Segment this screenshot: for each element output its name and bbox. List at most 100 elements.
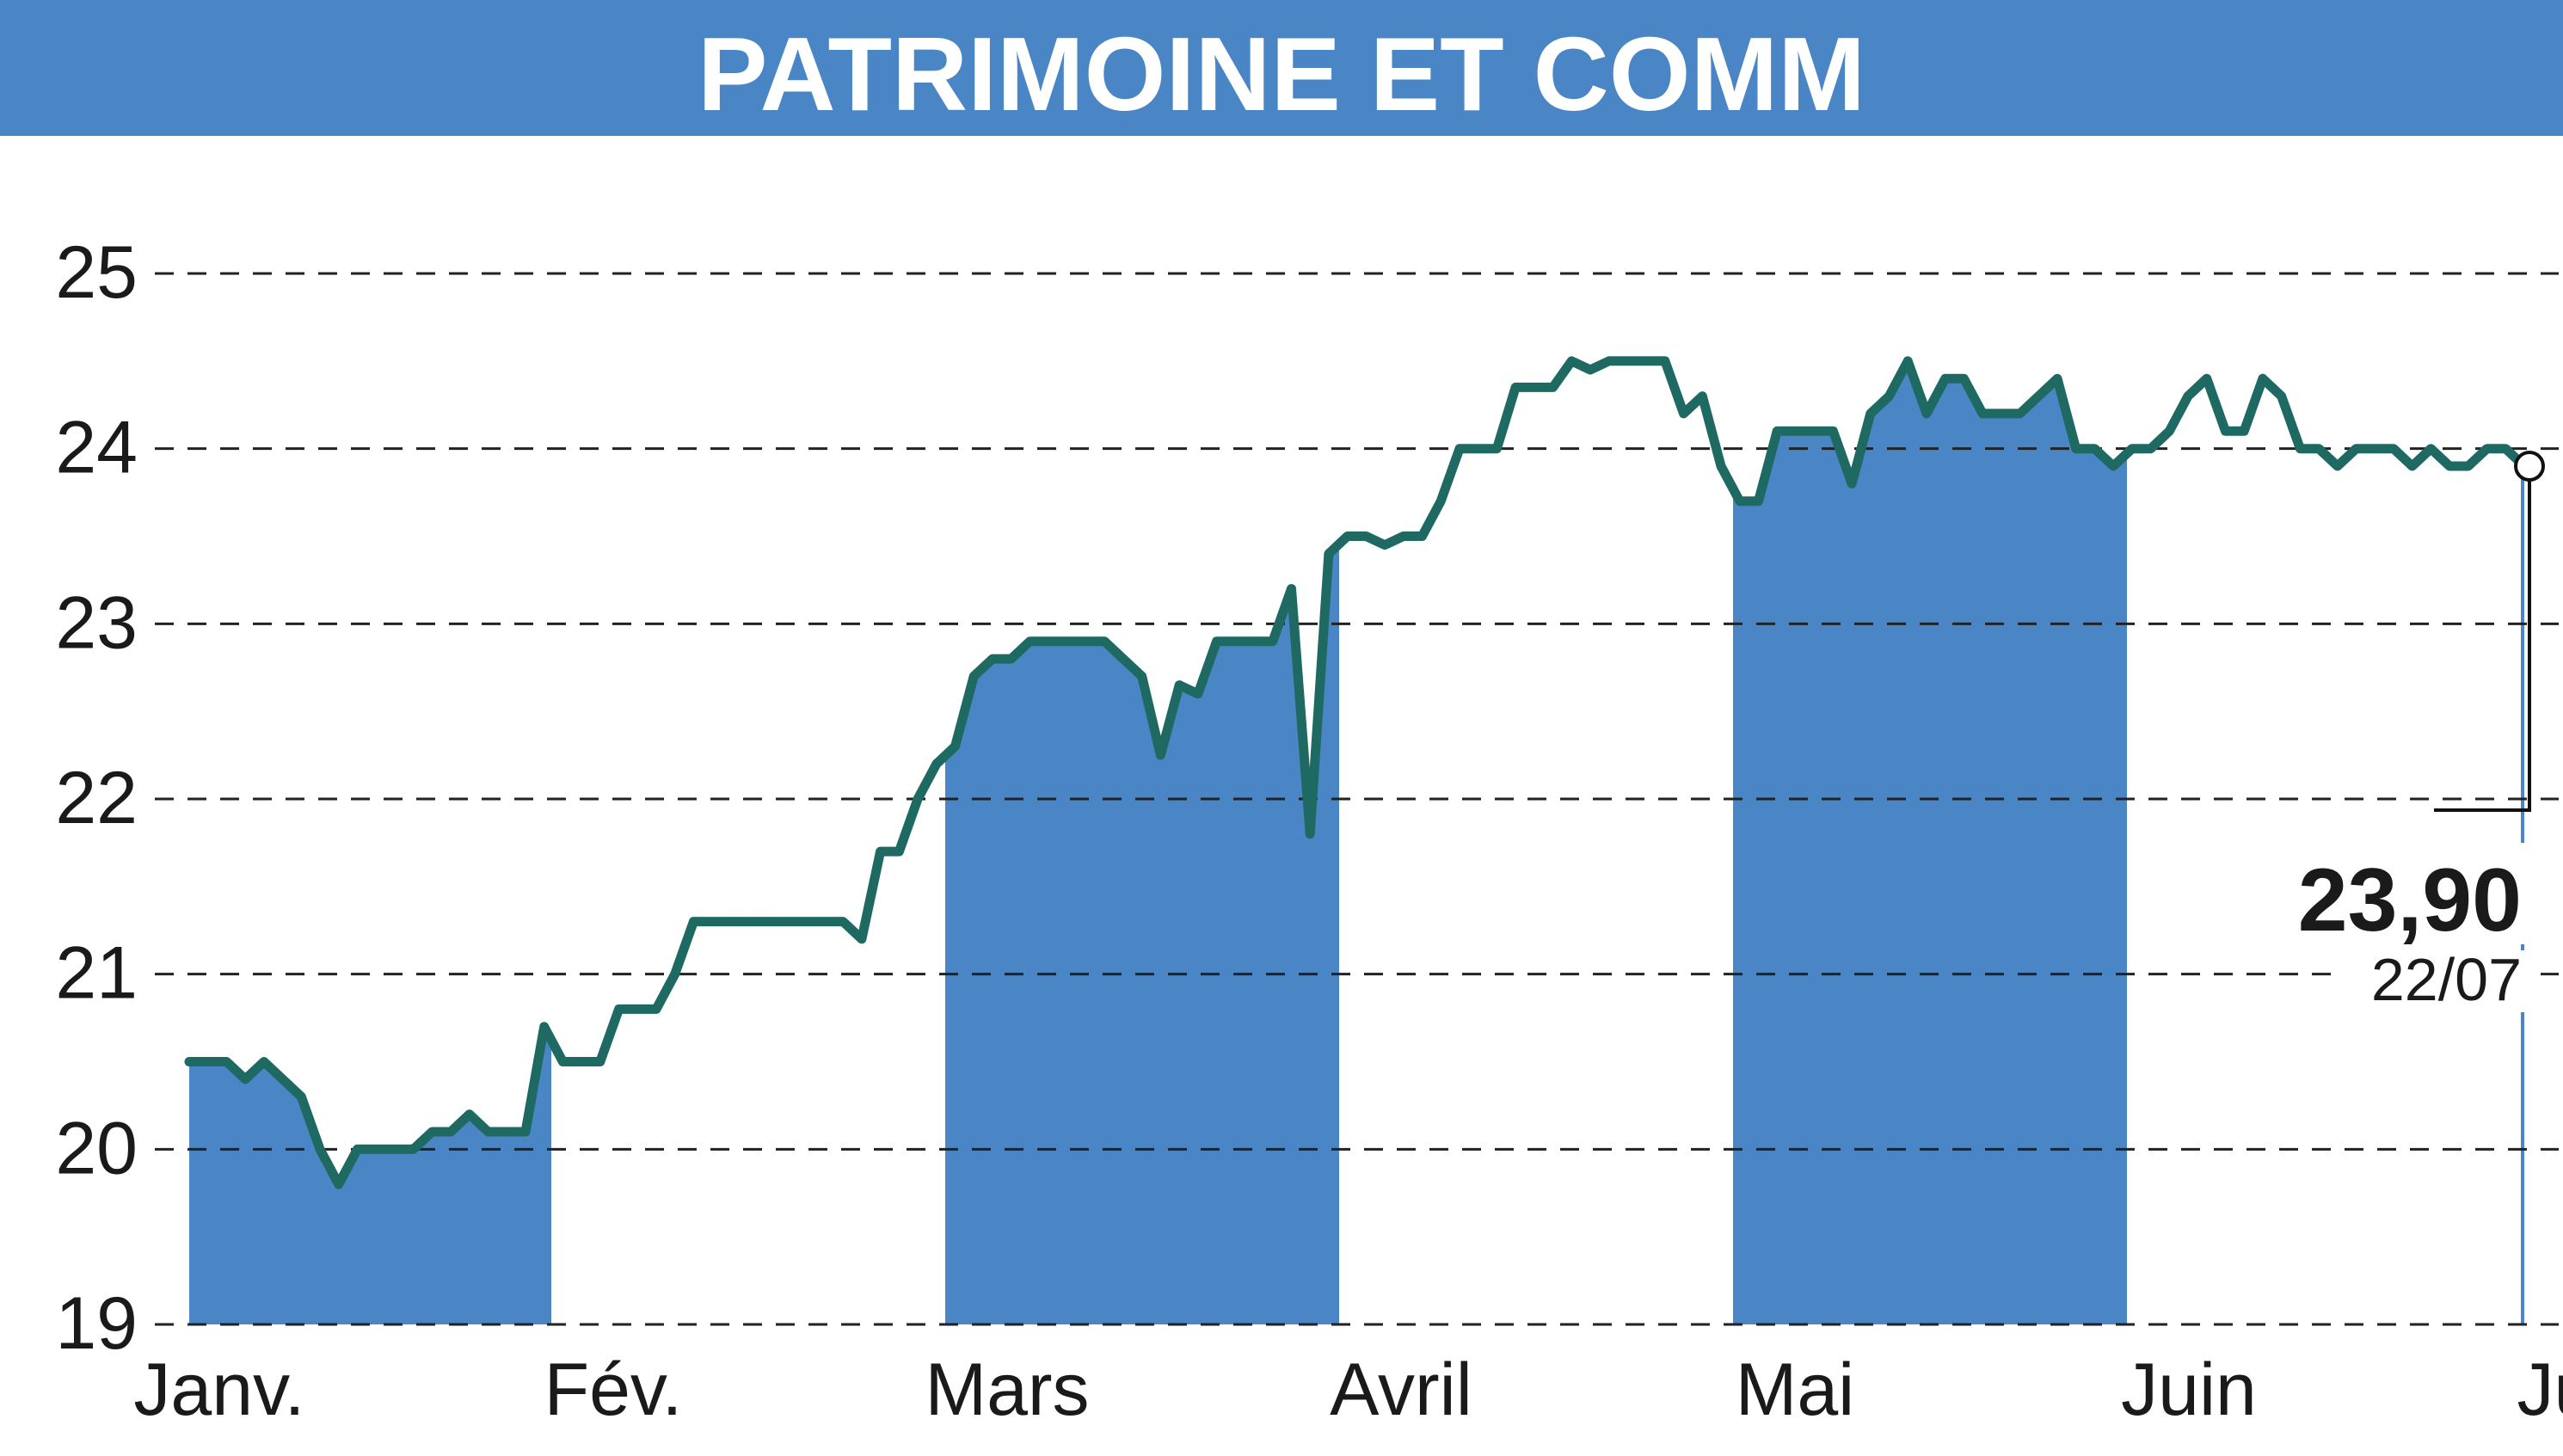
data-point-39 <box>915 796 921 802</box>
shaded-band-Mars <box>945 544 1339 1324</box>
y-tick-25: 25 <box>55 231 138 314</box>
x-label-1: Janv. <box>133 1348 304 1431</box>
data-point-90 <box>1867 410 1873 416</box>
data-point-100 <box>2055 376 2060 382</box>
data-point-59 <box>1288 586 1294 592</box>
data-point-20 <box>560 1059 566 1065</box>
data-point-117 <box>2372 445 2378 452</box>
data-point-56 <box>1232 638 1238 644</box>
data-point-93 <box>1924 410 1929 416</box>
month-bands <box>189 360 2524 1324</box>
x-label-4: Avril <box>1330 1348 1472 1431</box>
data-point-5 <box>280 1076 286 1082</box>
y-tick-19: 19 <box>55 1282 138 1365</box>
data-point-49 <box>1102 638 1108 644</box>
x-label-7: Juil. <box>2517 1348 2563 1431</box>
data-point-36 <box>858 936 864 942</box>
data-point-2 <box>224 1059 230 1065</box>
data-point-95 <box>1961 376 1967 382</box>
data-point-88 <box>1830 428 1836 434</box>
data-point-76 <box>1606 358 1612 364</box>
data-point-71 <box>1513 384 1519 390</box>
chart-title: PATRIMOINE ET COMM <box>698 15 1865 132</box>
data-point-32 <box>784 918 790 925</box>
last-point-marker <box>2514 451 2545 482</box>
data-point-68 <box>1457 445 1462 452</box>
x-label-3: Mars <box>925 1348 1089 1431</box>
data-point-124 <box>2503 445 2509 452</box>
data-point-46 <box>1046 638 1052 644</box>
data-point-106 <box>2167 428 2173 434</box>
data-point-73 <box>1550 384 1556 390</box>
data-point-69 <box>1475 445 1481 452</box>
data-point-112 <box>2278 393 2284 399</box>
data-point-64 <box>1382 542 1388 548</box>
data-point-92 <box>1905 358 1911 364</box>
data-point-84 <box>1755 498 1761 504</box>
data-point-72 <box>1531 384 1537 390</box>
data-point-63 <box>1363 533 1369 539</box>
data-point-62 <box>1344 533 1350 539</box>
data-point-66 <box>1419 533 1425 539</box>
data-point-33 <box>802 918 808 925</box>
data-point-11 <box>391 1146 397 1152</box>
data-point-14 <box>448 1129 454 1134</box>
y-tick-21: 21 <box>55 932 138 1015</box>
data-point-22 <box>597 1059 603 1065</box>
gridlines <box>155 272 2559 1326</box>
data-point-61 <box>1325 550 1331 556</box>
data-point-82 <box>1718 464 1724 469</box>
data-point-96 <box>1980 410 1986 416</box>
data-point-38 <box>896 849 902 855</box>
shaded-band-Mai <box>1733 360 2127 1324</box>
x-axis-labels: Janv. Fév. Mars Avril Mai Juin Juil. <box>133 1348 2563 1431</box>
data-point-120 <box>2428 445 2434 452</box>
data-point-89 <box>1849 481 1855 487</box>
data-point-123 <box>2484 445 2490 452</box>
data-point-54 <box>1195 691 1201 697</box>
data-point-50 <box>1121 656 1126 662</box>
data-point-21 <box>579 1059 585 1065</box>
data-point-86 <box>1792 428 1798 434</box>
data-point-110 <box>2241 428 2247 434</box>
data-point-101 <box>2073 445 2079 452</box>
data-point-97 <box>1998 410 2004 416</box>
data-point-78 <box>1644 358 1650 364</box>
data-point-45 <box>1027 638 1033 644</box>
data-point-67 <box>1438 498 1444 504</box>
y-tick-22: 22 <box>55 757 138 839</box>
y-tick-20: 20 <box>55 1107 138 1189</box>
data-point-109 <box>2222 428 2228 434</box>
data-point-12 <box>410 1146 416 1152</box>
data-point-51 <box>1139 673 1145 679</box>
data-point-99 <box>2036 393 2042 399</box>
data-point-3 <box>243 1076 249 1082</box>
data-point-48 <box>1083 638 1089 644</box>
data-point-8 <box>335 1182 341 1188</box>
data-point-70 <box>1494 445 1500 452</box>
price-line <box>184 356 2529 1189</box>
data-point-122 <box>2465 464 2471 469</box>
data-point-13 <box>429 1129 435 1134</box>
data-point-58 <box>1269 638 1275 644</box>
x-label-5: Mai <box>1736 1348 1855 1431</box>
y-axis-ticks: 19 20 21 22 23 24 25 <box>55 231 138 1365</box>
data-point-23 <box>616 1006 622 1012</box>
data-point-114 <box>2316 445 2322 452</box>
data-point-104 <box>2129 445 2135 452</box>
data-point-53 <box>1177 682 1183 688</box>
data-point-80 <box>1681 410 1687 416</box>
data-point-25 <box>654 1006 659 1012</box>
data-point-116 <box>2353 445 2359 452</box>
data-point-29 <box>728 918 734 925</box>
data-point-85 <box>1774 428 1780 434</box>
y-tick-23: 23 <box>55 581 138 664</box>
data-point-79 <box>1662 358 1668 364</box>
series-layer <box>184 356 2529 1189</box>
data-point-52 <box>1158 753 1164 759</box>
data-point-111 <box>2259 376 2265 382</box>
last-value-annotation: 23,90 22/07 <box>2226 451 2545 1013</box>
data-point-41 <box>952 743 958 749</box>
value-label-backdrop <box>2226 843 2527 944</box>
